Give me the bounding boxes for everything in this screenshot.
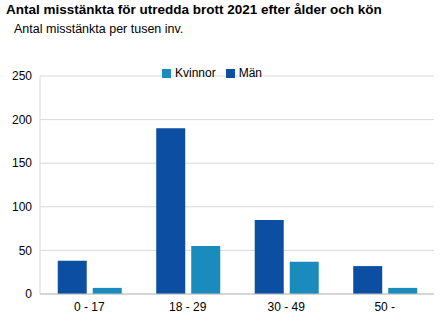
html-text:Antal misstänkta per tusen inv: Antal misstänkta per tusen inv. bbox=[14, 22, 184, 36]
svg-text:18 - 29: 18 - 29 bbox=[169, 300, 207, 314]
html-text:Män: Män bbox=[238, 66, 262, 80]
html-text:Kvinnor: Kvinnor bbox=[175, 66, 216, 80]
svg-text:0: 0 bbox=[25, 287, 32, 301]
svg-text:200: 200 bbox=[12, 113, 32, 127]
html-text:Antal misstänkta för utredda b: Antal misstänkta för utredda brott 2021 … bbox=[6, 2, 382, 17]
svg-text:50 -: 50 - bbox=[374, 300, 395, 314]
svg-text:30 - 49: 30 - 49 bbox=[268, 300, 306, 314]
svg-text:100: 100 bbox=[12, 200, 32, 214]
svg-text:50: 50 bbox=[19, 244, 33, 258]
svg-text:150: 150 bbox=[12, 156, 32, 170]
svg-text:0 - 17: 0 - 17 bbox=[74, 300, 105, 314]
svg-text:250: 250 bbox=[12, 69, 32, 83]
